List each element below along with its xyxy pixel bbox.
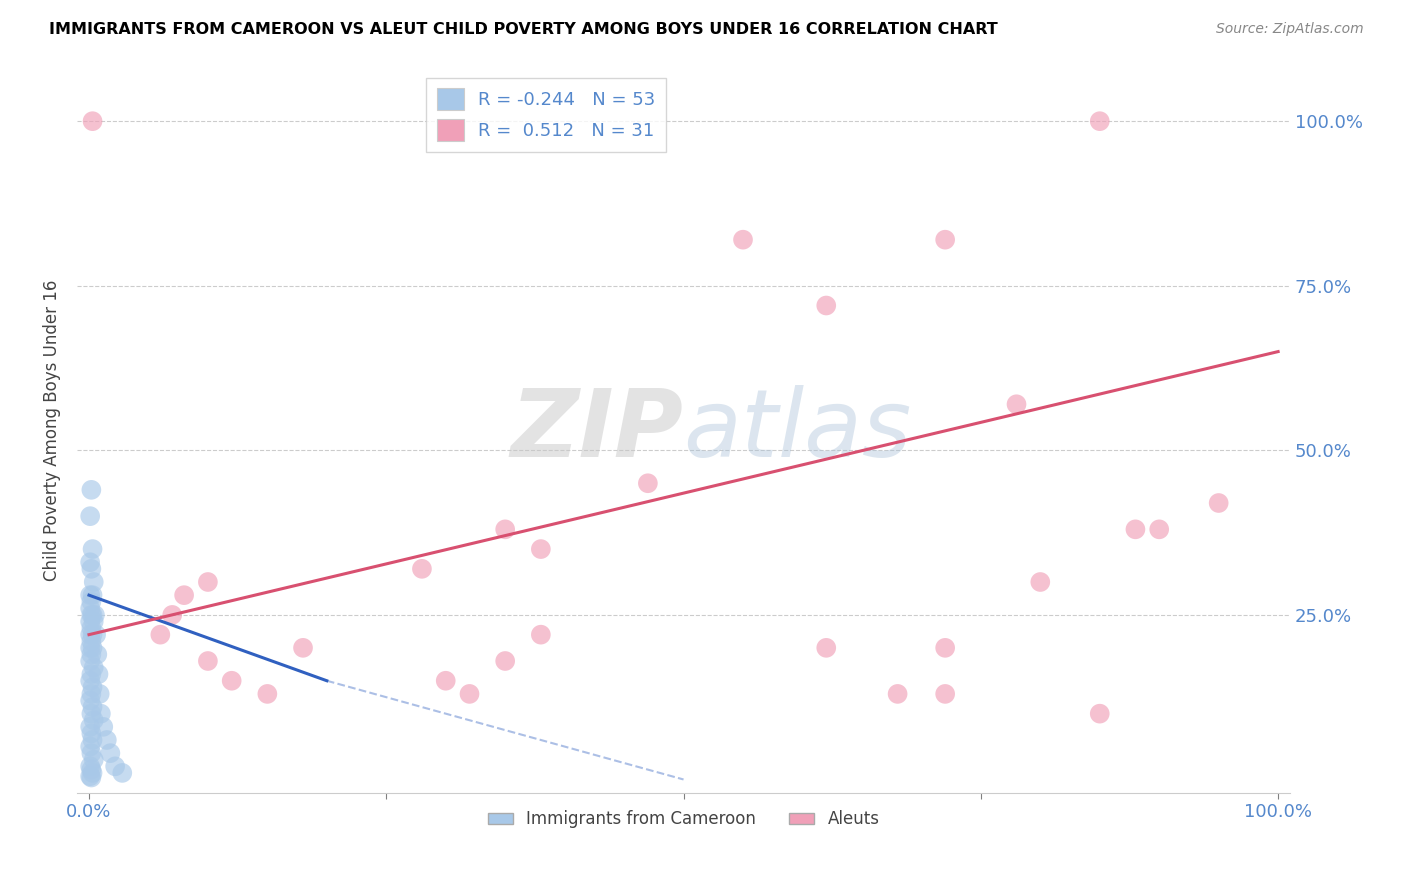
Point (79, 601, 101, 615)
Point (411, 562, 433, 576)
Point (80, 562, 103, 576)
Point (83, 615, 105, 629)
Point (79, 739, 101, 754)
Text: ZIP: ZIP (510, 384, 683, 476)
Point (80, 607, 103, 622)
Point (84, 628, 107, 642)
Point (80, 483, 103, 497)
Point (934, 233, 956, 247)
Point (1005, 397, 1028, 411)
Point (83, 660, 105, 674)
Text: IMMIGRANTS FROM CAMEROON VS ALEUT CHILD POVERTY AMONG BOYS UNDER 16 CORRELATION : IMMIGRANTS FROM CAMEROON VS ALEUT CHILD … (49, 22, 998, 37)
Point (221, 673, 243, 688)
Point (80, 595, 103, 609)
Point (530, 628, 553, 642)
Point (80, 667, 103, 681)
Point (104, 759, 127, 773)
Point (91, 720, 114, 734)
Point (83, 753, 105, 767)
Point (80, 706, 103, 721)
Point (434, 673, 457, 688)
Point (111, 765, 134, 780)
Point (149, 628, 172, 642)
Text: Source: ZipAtlas.com: Source: ZipAtlas.com (1216, 22, 1364, 37)
Point (80, 746, 103, 760)
Point (79, 693, 101, 707)
Point (79, 673, 101, 688)
Point (82, 733, 104, 747)
Point (79, 588, 101, 602)
Point (934, 687, 956, 701)
Point (82, 588, 104, 602)
Point (82, 542, 104, 557)
Point (83, 713, 105, 727)
Point (80, 763, 103, 777)
Point (86, 648, 108, 662)
Point (80, 648, 103, 662)
Point (100, 746, 122, 760)
Text: atlas: atlas (683, 385, 912, 476)
Point (79, 769, 101, 783)
Point (637, 476, 659, 491)
Point (82, 114, 104, 128)
Point (79, 720, 101, 734)
Point (82, 607, 104, 622)
Point (90, 706, 112, 721)
Point (82, 681, 104, 695)
Point (1147, 522, 1170, 536)
Point (79, 555, 101, 569)
Point (458, 687, 481, 701)
Point (815, 640, 838, 655)
Point (80, 771, 103, 785)
Point (79, 654, 101, 668)
Point (1088, 706, 1111, 721)
Point (96, 733, 118, 747)
Point (80, 621, 103, 635)
Point (80, 726, 103, 740)
Point (80, 634, 103, 648)
Point (197, 574, 219, 589)
Point (197, 654, 219, 668)
Point (173, 588, 195, 602)
Point (87, 667, 110, 681)
Point (494, 654, 516, 668)
Point (530, 542, 553, 557)
Point (1088, 114, 1111, 128)
Point (934, 640, 956, 655)
Point (82, 765, 104, 780)
Point (80, 687, 103, 701)
Point (1208, 496, 1230, 510)
Y-axis label: Child Poverty Among Boys Under 16: Child Poverty Among Boys Under 16 (44, 280, 60, 582)
Point (1125, 522, 1147, 536)
Point (83, 574, 105, 589)
Point (256, 687, 278, 701)
Point (815, 298, 838, 312)
Point (79, 615, 101, 629)
Point (84, 607, 107, 622)
Point (1029, 574, 1052, 589)
Point (79, 640, 101, 655)
Point (82, 700, 104, 714)
Point (292, 640, 315, 655)
Point (79, 759, 101, 773)
Point (886, 687, 908, 701)
Point (89, 687, 111, 701)
Point (731, 233, 754, 247)
Point (494, 522, 516, 536)
Point (82, 640, 104, 655)
Point (79, 509, 101, 524)
Legend: Immigrants from Cameroon, Aleuts: Immigrants from Cameroon, Aleuts (481, 804, 886, 835)
Point (160, 607, 183, 622)
Point (82, 628, 104, 642)
Point (79, 628, 101, 642)
